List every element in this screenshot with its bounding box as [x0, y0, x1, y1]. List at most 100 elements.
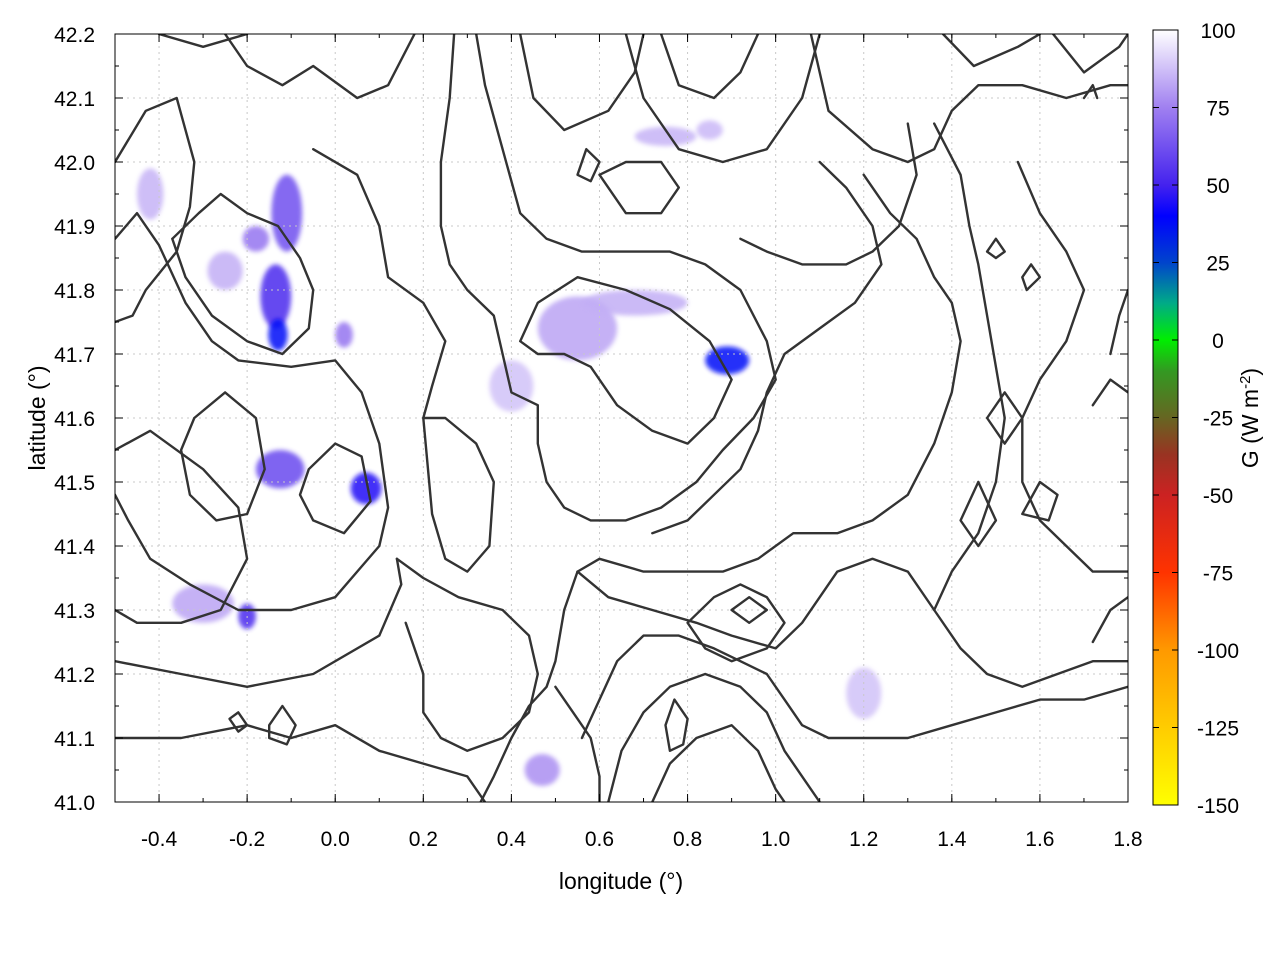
y-tick-label-8: 41.8 [54, 280, 95, 303]
contour-lines [115, 34, 1128, 802]
contour-22 [941, 34, 1042, 68]
heat-spot-3 [242, 226, 270, 252]
contour-27 [576, 557, 1128, 688]
contour-17 [659, 34, 760, 100]
contour-23 [1051, 34, 1128, 74]
y-tick-label-10: 42.0 [54, 152, 95, 175]
contour-10 [157, 34, 249, 48]
contour-13 [422, 416, 495, 573]
heat-spot-9 [172, 584, 234, 623]
contour-6 [115, 557, 403, 688]
heat-spot-11 [581, 290, 688, 316]
x-axis-ticks: -0.4 -0.2 0.0 0.2 0.4 0.6 0.8 1.0 1.2 1.4 1.6 1.8 [114, 34, 1143, 851]
y-tick-label-0: 41.0 [54, 792, 95, 815]
heat-spot-2 [268, 318, 288, 351]
contour-11 [223, 34, 416, 100]
contour-41 [1091, 596, 1128, 644]
contour-15 [519, 276, 733, 445]
contour-45 [1109, 288, 1128, 356]
contour-8 [268, 704, 297, 746]
contour-35 [651, 160, 883, 535]
contour-33 [730, 596, 768, 624]
y-tick-label-4: 41.4 [54, 536, 95, 559]
heat-spot-16 [846, 667, 882, 719]
contour-1 [115, 211, 390, 612]
heat-spot-10 [537, 296, 618, 361]
x-tick-label-6: 0.8 [673, 828, 702, 851]
x-tick-label-0: -0.4 [141, 828, 178, 851]
contour-42 [1021, 263, 1042, 292]
contour-14 [439, 34, 777, 522]
heat-spot-4 [255, 450, 305, 489]
heat-spot-13 [137, 168, 164, 220]
contour-34 [664, 698, 689, 752]
contour-30 [651, 724, 786, 802]
contour-25 [479, 173, 962, 802]
contour-39 [1021, 480, 1059, 522]
contour-4 [179, 391, 266, 522]
heat-spot-1 [260, 264, 292, 329]
contour-7 [115, 724, 487, 802]
contour-24 [739, 122, 918, 266]
y-tick-label-2: 41.2 [54, 664, 95, 687]
contour-37 [1016, 160, 1128, 573]
x-tick-label-11: 1.8 [1113, 828, 1142, 851]
heat-spot-6 [335, 322, 353, 348]
colorbar-tick-label-0: 100 [1200, 20, 1235, 43]
y-axis-title: latitude (°) [24, 365, 50, 470]
contour-31 [554, 685, 601, 802]
x-tick-label-1: -0.2 [229, 828, 265, 851]
contour-16 [519, 34, 645, 132]
heat-spot-5 [350, 472, 382, 505]
x-tick-label-9: 1.4 [937, 828, 967, 851]
heat-spot-18 [489, 360, 534, 412]
contour-0 [115, 96, 196, 324]
x-tick-label-4: 0.4 [497, 828, 527, 851]
colorbar-tick-label-1: 75 [1206, 98, 1229, 121]
heat-spot-17 [696, 120, 723, 140]
contour-3 [171, 192, 315, 356]
contour-12 [312, 147, 447, 420]
contour-46 [1091, 378, 1128, 407]
colorbar-tick-label-5: -25 [1203, 408, 1233, 431]
colorbar-tick-label-6: -50 [1203, 485, 1233, 508]
heatmap-field [137, 120, 882, 786]
contour-5 [298, 442, 372, 535]
y-tick-label-3: 41.3 [54, 600, 95, 623]
colorbar-tick-label-4: 0 [1212, 330, 1224, 353]
x-axis-title: longitude (°) [559, 868, 683, 894]
x-tick-label-7: 1.0 [761, 828, 790, 851]
colorbar-title: G (W m-2) [1237, 368, 1263, 468]
contour-43 [985, 237, 1006, 260]
contour-2 [115, 429, 249, 624]
contour-40 [959, 480, 998, 548]
heat-spot-0 [271, 174, 303, 252]
x-tick-label-2: 0.0 [321, 828, 350, 851]
contour-18 [624, 34, 821, 164]
colorbar-tick-label-3: 25 [1206, 253, 1229, 276]
contour-28 [580, 634, 1128, 740]
contour-20 [598, 160, 680, 215]
colorbar-ticks: 100 75 50 25 0 -25 -50 -75 -100 -125 -150 [1153, 20, 1239, 818]
contour-36 [933, 122, 1006, 612]
x-tick-label-3: 0.2 [409, 828, 438, 851]
x-tick-label-10: 1.6 [1025, 828, 1054, 851]
y-axis-ticks: 41.0 41.1 41.2 41.3 41.4 41.5 41.6 41.7 41.8 41.9… [54, 24, 1128, 815]
heat-spot-15 [207, 251, 243, 290]
y-tick-label-1: 41.1 [54, 728, 95, 751]
y-tick-label-5: 41.5 [54, 472, 95, 495]
contour-44 [1082, 83, 1099, 100]
y-tick-label-12: 42.2 [54, 24, 95, 47]
contour-32 [686, 583, 786, 663]
x-tick-label-5: 0.6 [585, 828, 614, 851]
colorbar-tick-label-9: -125 [1197, 718, 1239, 741]
contour-9 [228, 711, 249, 733]
colorbar-tick-label-7: -75 [1203, 563, 1233, 586]
contour-19 [576, 147, 601, 183]
colorbar-tick-label-10: -150 [1197, 795, 1239, 818]
grid [115, 34, 1128, 802]
contour-26 [395, 557, 539, 752]
contour-21 [809, 34, 1128, 164]
heat-spot-12 [524, 754, 560, 786]
y-tick-label-6: 41.6 [54, 408, 95, 431]
